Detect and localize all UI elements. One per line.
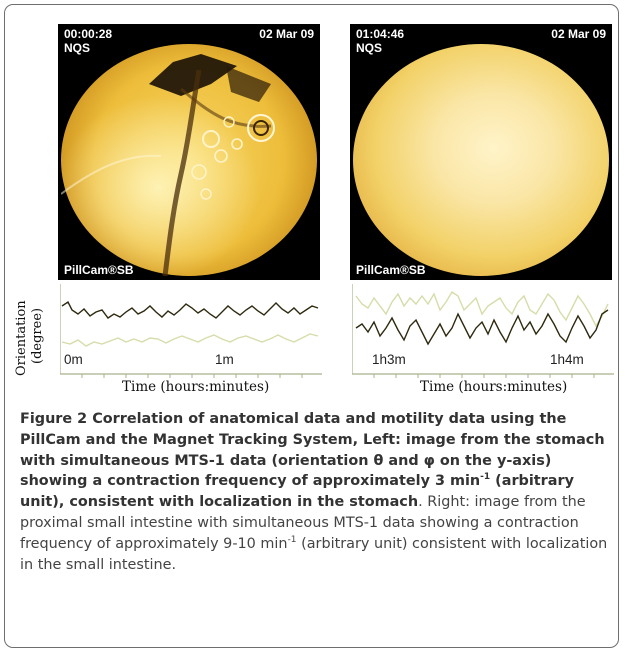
caption-bold-part1: Figure 2 Correlation of anatomical data …	[20, 411, 605, 490]
intestine-view	[353, 44, 609, 276]
x-tick-label: 1h3m	[372, 352, 406, 367]
image-timestamp: 01:04:46	[356, 27, 405, 41]
x-axis-title: Time (hours:minutes)	[122, 379, 270, 395]
intestine-orientation-svg	[351, 284, 614, 378]
x-tick-label: 0m	[64, 352, 83, 367]
x-tick-label: 1m	[215, 352, 234, 367]
caption-normal-superscript: -1	[287, 534, 297, 545]
image-timestamp: 00:00:28	[64, 27, 113, 41]
figure-caption: Figure 2 Correlation of anatomical data …	[20, 409, 612, 575]
image-date: 02 Mar 09	[551, 27, 606, 41]
x-tick-label: 1h4m	[550, 352, 584, 367]
caption-normal-part1: . Right: image from the proximal small i…	[20, 494, 586, 552]
stomach-view	[61, 44, 317, 276]
image-mode: NQS	[356, 41, 383, 55]
y-axis-label: Orientation (degree)	[12, 284, 56, 380]
stomach-capsule-image: 00:00:28 02 Mar 09 NQS PillCam®SB	[58, 24, 320, 280]
caption-normal-part2: (arbitrary unit) consistent with localiz…	[20, 535, 608, 573]
y-axis-label-line1: Orientation	[14, 300, 29, 376]
caption-bold-superscript: -1	[480, 472, 491, 483]
stomach-texture	[61, 54, 275, 276]
intestine-orientation-plot: 1h3m 1h4m	[351, 284, 614, 380]
intestine-capsule-image: 01:04:46 02 Mar 09 NQS PillCam®SB	[350, 24, 612, 280]
pillcam-logo: PillCam®SB	[356, 263, 426, 277]
image-mode: NQS	[64, 41, 91, 55]
caption-bold-part2: (arbitrary unit), consistent with locali…	[20, 473, 574, 511]
x-axis-title: Time (hours:minutes)	[420, 379, 568, 395]
y-axis-label-line2: (degree)	[30, 307, 45, 364]
image-date: 02 Mar 09	[259, 27, 314, 41]
pillcam-logo: PillCam®SB	[64, 263, 134, 277]
stomach-orientation-svg	[59, 284, 322, 378]
stomach-orientation-plot: 0m 1m	[59, 284, 322, 380]
